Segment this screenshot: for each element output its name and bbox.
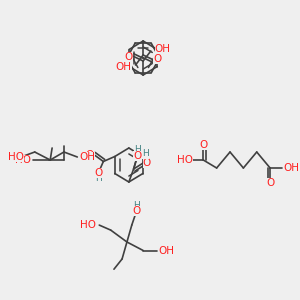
Text: O: O — [266, 178, 274, 188]
Text: O: O — [94, 167, 103, 178]
Text: O: O — [153, 54, 162, 64]
Text: H: H — [142, 149, 149, 158]
Text: HO: HO — [8, 152, 24, 162]
Text: O: O — [143, 158, 151, 168]
Text: H: H — [133, 200, 140, 209]
Text: HO: HO — [80, 220, 96, 230]
Text: H: H — [134, 145, 141, 154]
Text: H: H — [95, 174, 102, 183]
Text: HO: HO — [14, 155, 31, 165]
Text: HO: HO — [177, 155, 193, 165]
Text: O: O — [133, 206, 141, 216]
Text: OH: OH — [154, 44, 171, 54]
Text: OH: OH — [158, 245, 174, 256]
Text: OH: OH — [79, 152, 95, 162]
Text: O: O — [86, 149, 94, 160]
Text: OH: OH — [284, 163, 299, 173]
Text: O: O — [133, 151, 142, 161]
Text: O: O — [199, 140, 207, 150]
Text: O: O — [125, 52, 133, 62]
Text: OH: OH — [116, 62, 132, 72]
